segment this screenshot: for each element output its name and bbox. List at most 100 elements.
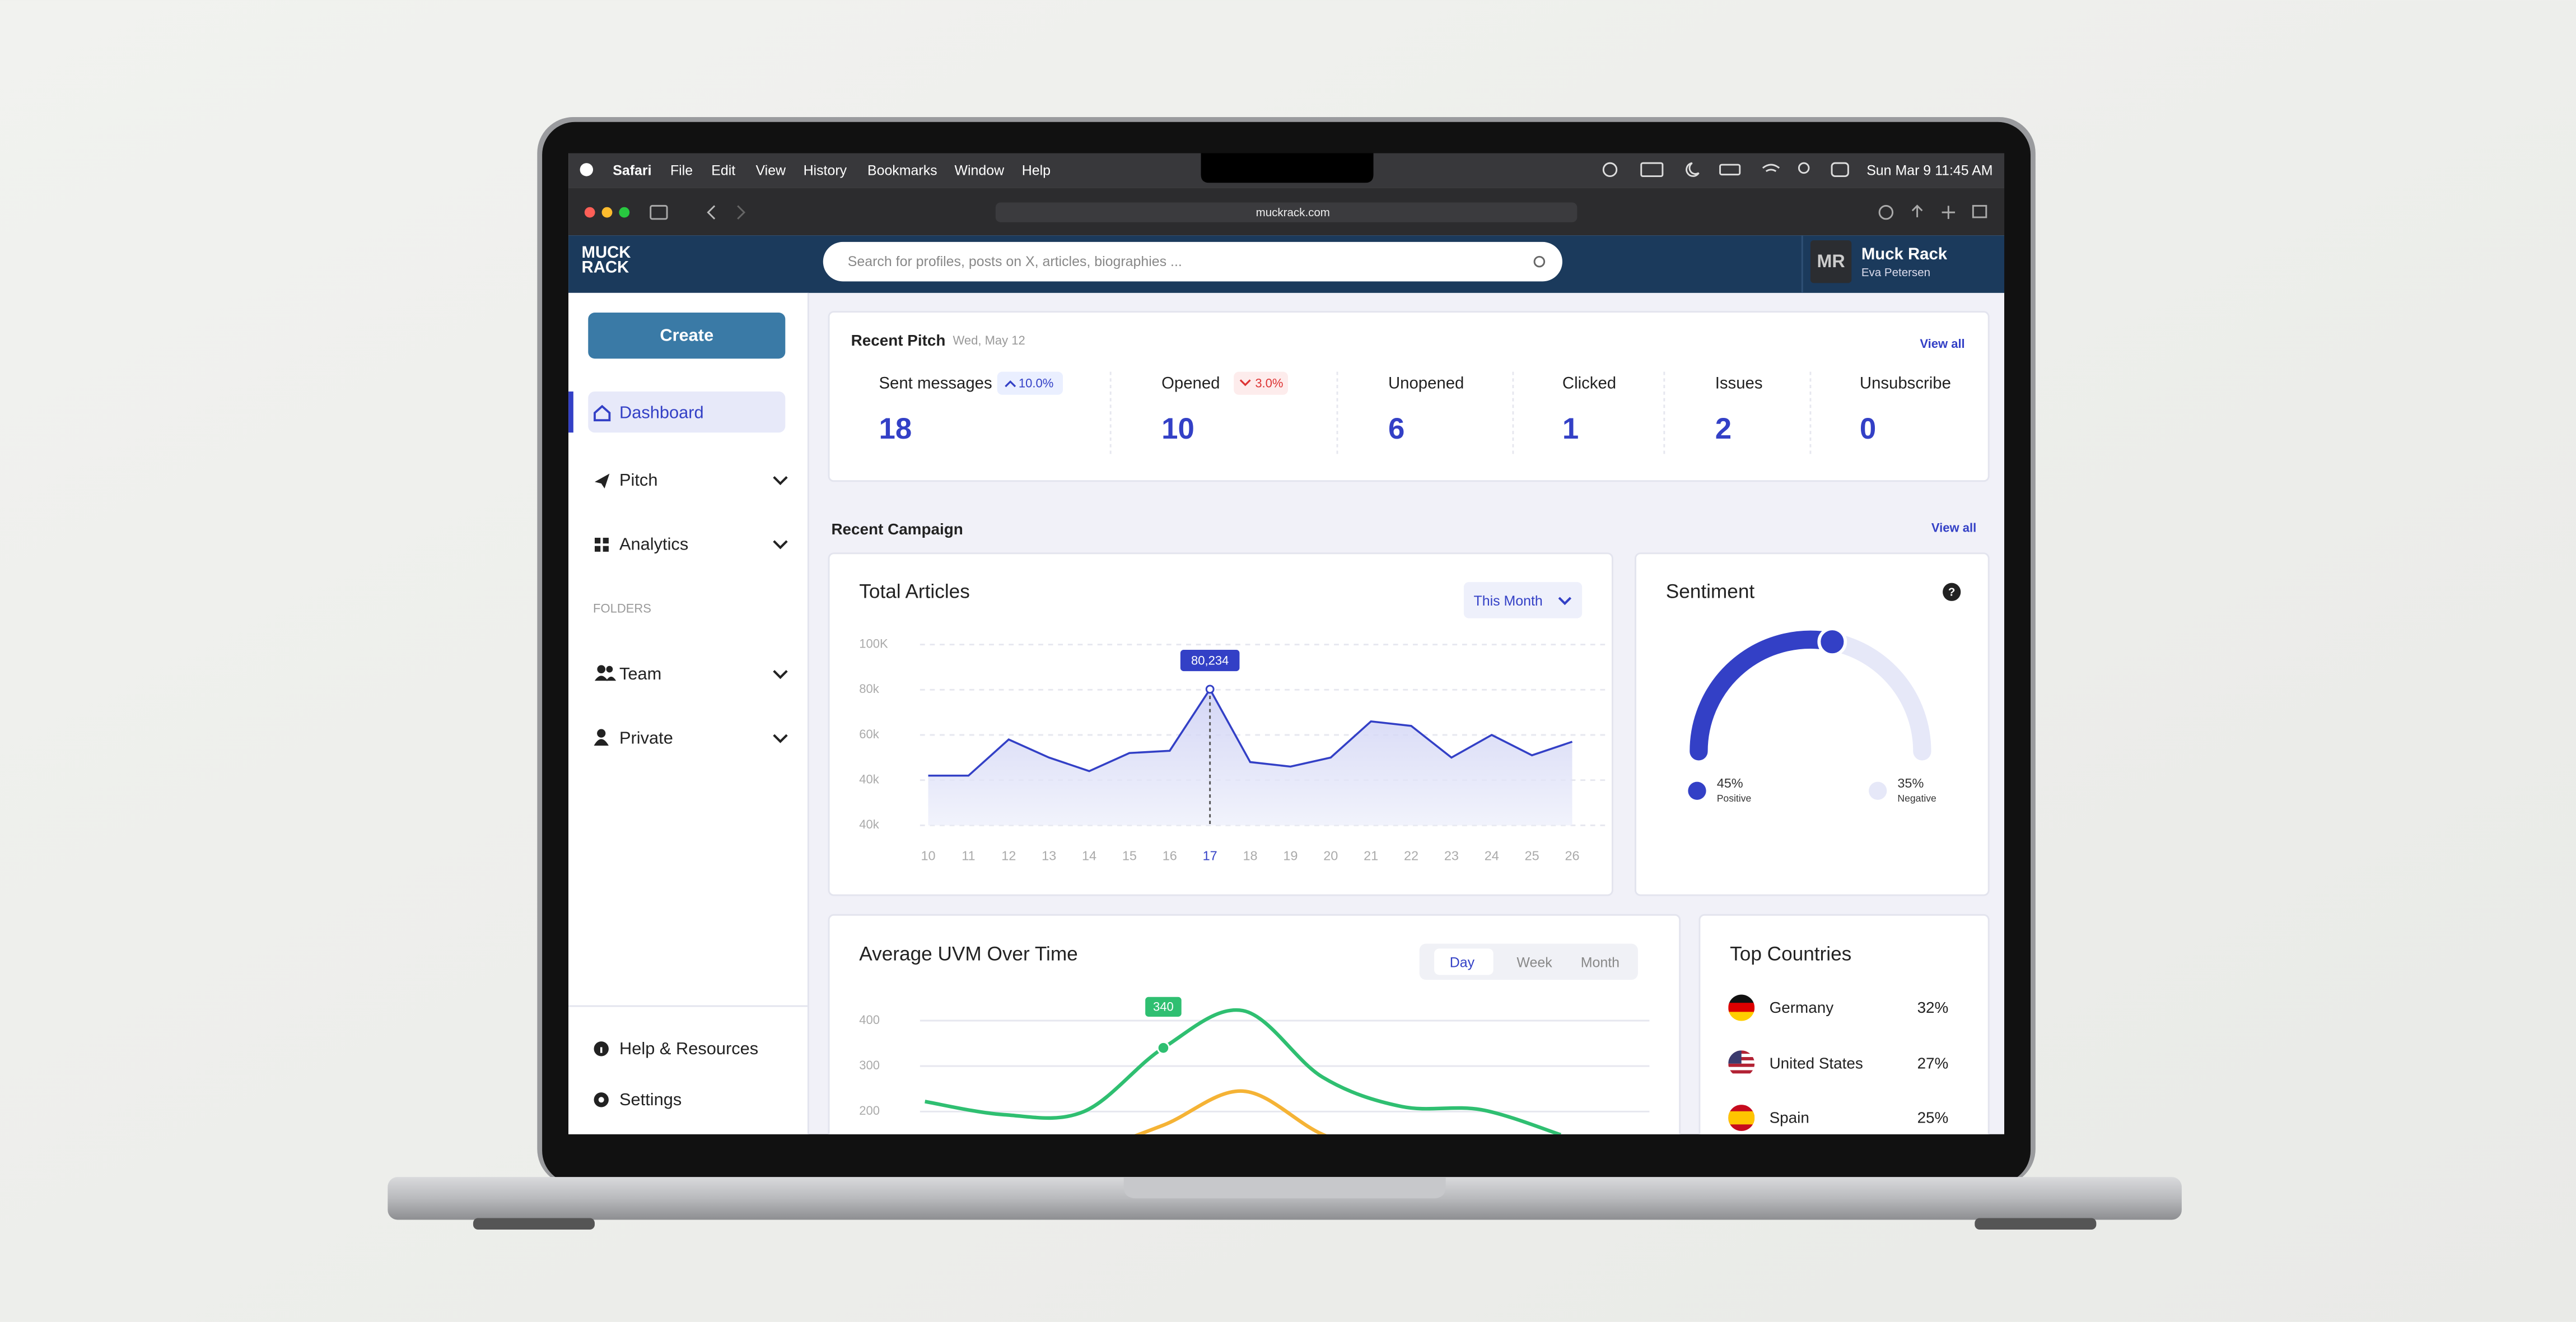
card-title: Total Articles — [859, 581, 970, 603]
avatar-initials: MR — [1817, 251, 1845, 271]
change-badge — [997, 371, 1063, 395]
search-icon[interactable] — [1533, 255, 1546, 268]
help-glyph: ? — [1948, 586, 1956, 599]
stat-value: 6 — [1388, 412, 1404, 445]
x-tick-label: 13 — [1042, 848, 1056, 863]
menu-item[interactable]: History — [804, 162, 847, 178]
nav-item[interactable]: Pitch — [619, 470, 657, 490]
menu-item[interactable]: File — [670, 162, 693, 178]
notch — [1123, 1177, 1446, 1199]
menu-item[interactable]: Bookmarks — [867, 162, 937, 178]
tooltip-label: 340 — [1153, 1000, 1174, 1014]
legend-label: Positive — [1717, 793, 1752, 804]
camera-notch — [1201, 153, 1374, 183]
change-value: 10.0% — [1019, 376, 1053, 390]
active-indicator — [568, 391, 573, 433]
legend-label: Negative — [1897, 793, 1936, 804]
apple-logo[interactable] — [580, 163, 594, 176]
flag-united-states — [1728, 1050, 1755, 1077]
toolbar-icons[interactable] — [1878, 204, 1987, 220]
x-tick-label: 25 — [1525, 848, 1539, 863]
view-all-link[interactable]: View all — [1931, 521, 1976, 535]
foot — [1975, 1218, 2097, 1230]
x-tick-label: 20 — [1323, 848, 1338, 863]
search-box[interactable] — [823, 241, 1562, 282]
y-tick-label: 200 — [859, 1104, 880, 1118]
period-dropdown[interactable] — [1463, 582, 1583, 618]
menu-item[interactable]: Edit — [711, 162, 735, 178]
x-tick-label: 18 — [1243, 848, 1257, 863]
legend-value: 45% — [1717, 776, 1743, 790]
card — [1698, 914, 1990, 1134]
logo[interactable]: MUCK — [582, 243, 631, 262]
close-button[interactable] — [584, 207, 595, 218]
avatar[interactable] — [1810, 240, 1852, 283]
address-bar[interactable] — [995, 202, 1578, 222]
create-label: Create — [660, 325, 713, 345]
country-name: Germany — [1770, 999, 1834, 1016]
user-subtitle: Eva Petersen — [1861, 266, 1930, 279]
active-nav-bg[interactable] — [588, 391, 786, 433]
gauge-positive — [1690, 630, 1841, 761]
footer-link[interactable]: Settings — [619, 1090, 682, 1109]
card-title: Average UVM Over Time — [859, 943, 1077, 965]
logo[interactable]: RACK — [582, 258, 629, 277]
x-tick-label: 12 — [1001, 848, 1016, 863]
tooltip — [1180, 649, 1240, 672]
foot — [473, 1218, 595, 1230]
nav-item[interactable]: Analytics — [619, 534, 688, 553]
card-title: Recent Pitch — [851, 332, 946, 349]
zoom-button[interactable] — [619, 207, 630, 218]
x-tick-label: 24 — [1485, 848, 1499, 863]
period-label: This Month — [1474, 593, 1543, 609]
tab[interactable]: Month — [1581, 955, 1620, 970]
menu-item[interactable]: Window — [954, 162, 1005, 178]
settings-icon — [594, 1092, 609, 1107]
stat-label: Clicked — [1562, 374, 1616, 392]
chevron[interactable] — [773, 670, 788, 679]
tab[interactable]: Week — [1516, 955, 1552, 970]
legend-dot — [1869, 781, 1887, 800]
chevron[interactable] — [773, 540, 788, 550]
x-tick-label: 21 — [1364, 848, 1378, 863]
url: muckrack.com — [1256, 206, 1330, 219]
user-name[interactable]: Muck Rack — [1861, 245, 1948, 263]
stat-label: Unopened — [1388, 374, 1464, 392]
x-tick-label: 23 — [1444, 848, 1459, 863]
y-tick-label: 40k — [859, 817, 879, 831]
country-share: 27% — [1917, 1055, 1949, 1072]
x-tick-label: 19 — [1283, 848, 1298, 863]
folder-item[interactable]: Private — [619, 728, 673, 747]
footer-link[interactable]: Help & Resources — [619, 1039, 758, 1058]
country-name: Spain — [1770, 1109, 1809, 1126]
legend-value: 35% — [1897, 776, 1924, 790]
folder-item[interactable]: Team — [619, 664, 661, 683]
forward-button[interactable] — [737, 205, 746, 220]
help-icon[interactable] — [1943, 583, 1961, 601]
pitch-date: Wed, May 12 — [953, 333, 1025, 347]
gauge-handle — [1817, 627, 1847, 657]
highlight-point — [1156, 1041, 1170, 1055]
chevron[interactable] — [773, 734, 788, 743]
chevron[interactable] — [773, 476, 788, 486]
menu-bar: Safari Sun Mar 9 11:45 AM File Edit View Hi… — [568, 153, 2005, 188]
nav-item[interactable]: Dashboard — [619, 403, 704, 422]
legend-dot — [1688, 781, 1706, 800]
stat-value: 2 — [1715, 412, 1732, 445]
x-tick-label: 15 — [1122, 848, 1137, 863]
create-button[interactable] — [588, 313, 786, 359]
menu-item[interactable]: Help — [1022, 162, 1051, 178]
y-tick-label: 100K — [859, 636, 888, 650]
card-title: Sentiment — [1666, 581, 1755, 603]
menu-app[interactable]: Safari — [613, 162, 651, 178]
screen: Safari Sun Mar 9 11:45 AM File Edit View Hi… — [568, 153, 2005, 1134]
menu-item[interactable]: View — [755, 162, 786, 178]
tab[interactable]: Day — [1450, 955, 1475, 970]
minimize-button[interactable] — [601, 207, 613, 218]
active-tab[interactable] — [1434, 948, 1494, 975]
view-all-link[interactable]: View all — [1920, 337, 1964, 351]
sidebar-toggle[interactable] — [650, 204, 668, 220]
average-uvm: Average UVM Over Time Day Week Month 200 300… — [828, 914, 1681, 1134]
back-button[interactable] — [707, 205, 716, 220]
